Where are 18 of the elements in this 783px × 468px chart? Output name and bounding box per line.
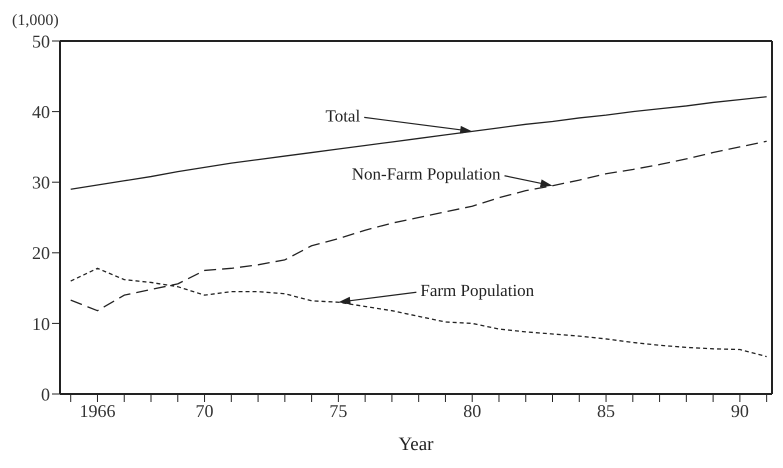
x-tick-label: 70 [196, 400, 214, 421]
y-tick-label: 20 [32, 243, 50, 264]
x-tick-label: 75 [329, 400, 348, 421]
x-tick-label: 80 [463, 400, 482, 421]
y-tick-label: 0 [41, 384, 50, 404]
y-tick-label: 40 [32, 102, 50, 122]
y-axis-title: (1,000) [12, 12, 59, 29]
y-tick-label: 50 [32, 31, 50, 52]
x-tick-label: 1966 [79, 400, 116, 421]
x-tick-label: 85 [597, 400, 616, 421]
x-tick-label: 90 [730, 400, 749, 421]
x-axis-title: Year [398, 434, 434, 455]
y-tick-label: 10 [32, 314, 50, 334]
series-label: Total [326, 106, 360, 126]
legend-label: Farm Population [420, 281, 535, 300]
line-series [70, 96, 768, 190]
y-tick-label: 30 [32, 172, 50, 193]
series-label: Non-Farm Population [352, 164, 502, 184]
